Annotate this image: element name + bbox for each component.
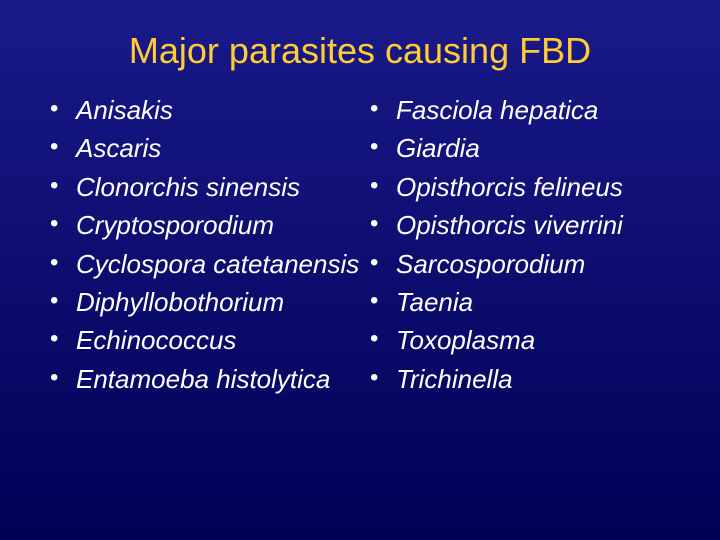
list-item: Entamoeba histolytica <box>40 361 360 397</box>
slide-title: Major parasites causing FBD <box>0 0 720 92</box>
list-item: Cryptosporodium <box>40 207 360 243</box>
left-column: Anisakis Ascaris Clonorchis sinensis Cry… <box>40 92 360 399</box>
left-list: Anisakis Ascaris Clonorchis sinensis Cry… <box>40 92 360 397</box>
list-item: Echinococcus <box>40 322 360 358</box>
list-item: Sarcosporodium <box>360 246 680 282</box>
list-item: Anisakis <box>40 92 360 128</box>
right-column: Fasciola hepatica Giardia Opisthorcis fe… <box>360 92 680 399</box>
list-item: Clonorchis sinensis <box>40 169 360 205</box>
list-item: Toxoplasma <box>360 322 680 358</box>
list-item: Ascaris <box>40 130 360 166</box>
list-item: Giardia <box>360 130 680 166</box>
list-item: Taenia <box>360 284 680 320</box>
list-item: Opisthorcis viverrini <box>360 207 680 243</box>
list-item: Cyclospora catetanensis <box>40 246 360 282</box>
list-item: Trichinella <box>360 361 680 397</box>
list-item: Fasciola hepatica <box>360 92 680 128</box>
content-columns: Anisakis Ascaris Clonorchis sinensis Cry… <box>0 92 720 399</box>
slide: Major parasites causing FBD Anisakis Asc… <box>0 0 720 540</box>
right-list: Fasciola hepatica Giardia Opisthorcis fe… <box>360 92 680 397</box>
list-item: Diphyllobothorium <box>40 284 360 320</box>
list-item: Opisthorcis felineus <box>360 169 680 205</box>
